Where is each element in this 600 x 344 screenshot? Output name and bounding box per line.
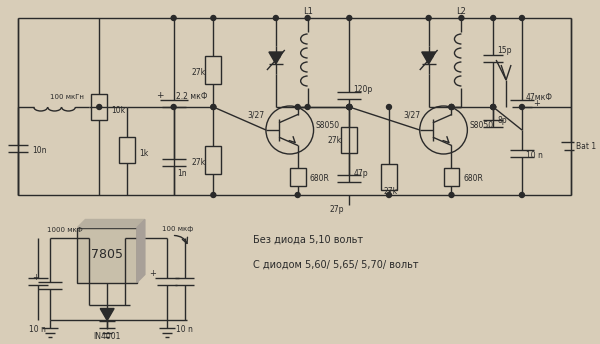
Circle shape [520,15,524,21]
Text: +: + [156,90,164,99]
Polygon shape [100,309,114,321]
Circle shape [347,105,352,109]
Circle shape [459,15,464,21]
Text: 10 n: 10 n [526,151,543,160]
Polygon shape [77,219,145,227]
Text: 100 мкф: 100 мкф [162,226,193,233]
Circle shape [347,105,352,109]
Circle shape [97,105,102,109]
Circle shape [171,15,176,21]
Text: +: + [32,273,39,282]
Circle shape [386,105,391,109]
Circle shape [171,105,176,109]
Text: 47мкФ: 47мкФ [526,93,553,101]
Circle shape [347,105,352,109]
Text: Без диода 5,10 вольт: Без диода 5,10 вольт [253,235,363,245]
Text: L1: L1 [302,7,313,15]
Circle shape [305,15,310,21]
Bar [290,168,305,186]
Circle shape [347,105,352,109]
Text: 10 n: 10 n [29,325,46,334]
Circle shape [491,105,496,109]
Text: 15р: 15р [497,45,512,54]
Text: 2.2 мкФ: 2.2 мкФ [176,92,207,100]
Circle shape [211,105,216,109]
Text: +: + [533,98,540,108]
Text: С диодом 5,60/ 5,65/ 5,70/ вольт: С диодом 5,60/ 5,65/ 5,70/ вольт [253,260,419,270]
Text: 680R: 680R [310,173,329,183]
Circle shape [274,15,278,21]
Text: 27k: 27k [191,67,206,76]
Text: 1000 мкФ: 1000 мкФ [47,226,82,233]
Bar [205,56,221,84]
Circle shape [491,105,496,109]
Circle shape [347,15,352,21]
Text: S8050: S8050 [316,120,340,129]
Text: 27k: 27k [328,136,341,144]
Polygon shape [269,52,283,64]
Circle shape [211,15,216,21]
Circle shape [211,105,216,109]
Text: S8050: S8050 [469,120,493,129]
Circle shape [491,15,496,21]
Circle shape [347,105,352,109]
Circle shape [305,105,310,109]
Text: 27k: 27k [191,158,206,166]
Text: IN4001: IN4001 [94,332,121,341]
Circle shape [426,15,431,21]
Bar [119,137,135,163]
Circle shape [520,193,524,197]
Text: 100 мкГн: 100 мкГн [50,94,83,100]
Text: 7805: 7805 [91,248,123,261]
Text: 47р: 47р [353,169,368,178]
Bar [381,164,397,190]
Bar [77,227,137,282]
Text: 3/27: 3/27 [247,110,265,119]
Text: 1k: 1k [139,149,148,158]
Circle shape [449,105,454,109]
Circle shape [449,105,454,109]
Text: 27k: 27k [384,186,398,195]
Circle shape [347,105,352,109]
Text: 10 n: 10 n [176,325,193,334]
Text: 27р: 27р [330,205,344,215]
Circle shape [211,193,216,197]
Circle shape [491,105,496,109]
Circle shape [449,193,454,197]
Polygon shape [137,219,145,282]
Text: 1n: 1n [178,169,187,178]
Circle shape [449,105,454,109]
Circle shape [520,105,524,109]
Text: 10k: 10k [111,106,125,115]
Text: L2: L2 [457,7,466,15]
Text: +: + [149,269,156,279]
Text: 120р: 120р [353,85,373,94]
Circle shape [295,105,300,109]
Bar [205,146,221,174]
Circle shape [386,193,391,197]
Polygon shape [422,52,436,64]
Bar [91,94,107,120]
Text: 10n: 10n [32,146,46,154]
Text: 680R: 680R [463,173,483,183]
Circle shape [295,193,300,197]
Text: 3/27: 3/27 [403,110,421,119]
Text: Bat 1: Bat 1 [575,141,596,151]
Bar [443,168,460,186]
Text: 8р: 8р [497,116,507,125]
Bar [341,127,357,153]
